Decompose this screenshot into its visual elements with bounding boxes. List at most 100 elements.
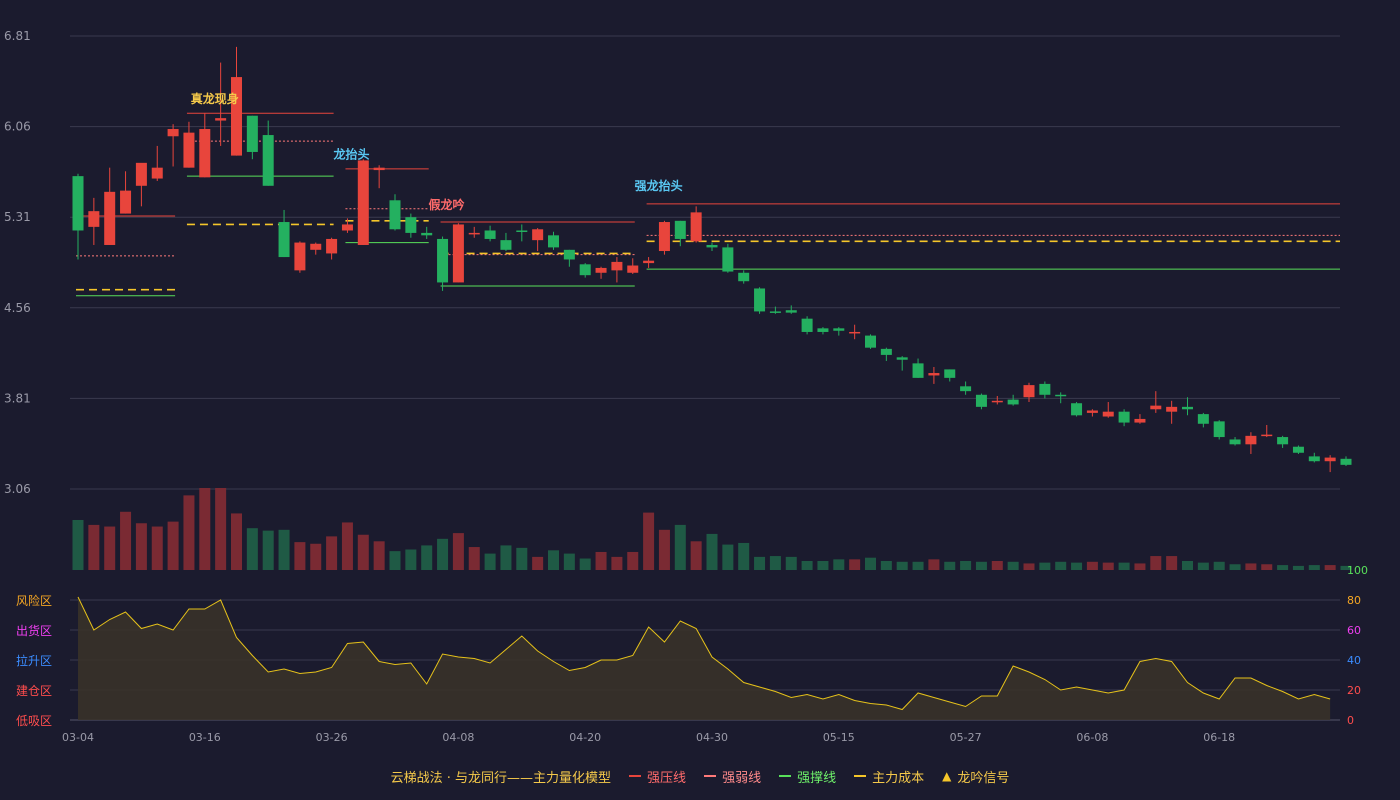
volume-bar bbox=[72, 519, 84, 570]
volume-bar bbox=[421, 545, 433, 570]
candle-body bbox=[801, 318, 813, 332]
volume-bar bbox=[1197, 562, 1209, 570]
legend-item-strong-support[interactable]: 强撑线 bbox=[779, 767, 836, 786]
volume-bar bbox=[452, 533, 464, 570]
volume-bar bbox=[104, 526, 116, 570]
volume-bar bbox=[1182, 560, 1193, 570]
candle-body bbox=[246, 115, 258, 152]
volume-bar bbox=[437, 538, 449, 570]
volume-bar bbox=[1086, 561, 1098, 570]
candle-body bbox=[1023, 385, 1035, 398]
candle-body bbox=[595, 267, 607, 273]
zone-label: 出货区 bbox=[16, 623, 52, 638]
volume-bar bbox=[579, 558, 591, 570]
candle-body bbox=[896, 357, 908, 360]
zone-label: 拉升区 bbox=[16, 653, 52, 668]
candle-body bbox=[1292, 446, 1304, 453]
candle-body bbox=[151, 167, 163, 179]
candle-body bbox=[183, 132, 195, 168]
legend-item-main-cost[interactable]: 主力成本 bbox=[854, 767, 924, 786]
volume-bar bbox=[1277, 565, 1289, 570]
candle-body bbox=[72, 176, 84, 231]
candlesticks bbox=[72, 46, 1352, 473]
zone-label: 低吸区 bbox=[16, 714, 52, 728]
volume-bar bbox=[674, 524, 686, 570]
date-label: 04-20 bbox=[569, 731, 601, 744]
volume-bar bbox=[500, 545, 512, 570]
legend-item-strong-weak[interactable]: 强弱线 bbox=[704, 767, 761, 786]
candle-body bbox=[1277, 437, 1289, 445]
candle-body bbox=[262, 135, 274, 186]
candle-body bbox=[1086, 410, 1098, 413]
price-grid bbox=[70, 35, 1340, 490]
price-axis-labels: 6.81 6.06 5.31 4.56 3.81 3.06 bbox=[4, 29, 31, 496]
legend-item-dragon-signal[interactable]: ▲ 龙吟信号 bbox=[942, 769, 1010, 786]
candle-body bbox=[357, 160, 369, 245]
candle-body bbox=[341, 224, 353, 231]
date-label: 05-27 bbox=[950, 731, 982, 744]
volume-bar bbox=[167, 521, 179, 570]
candle-body bbox=[310, 243, 322, 250]
candle-body bbox=[880, 348, 892, 355]
volume-bar bbox=[183, 495, 195, 570]
candle-body bbox=[738, 272, 750, 282]
solid-green-line-icon bbox=[779, 775, 792, 777]
candle-body bbox=[975, 394, 987, 407]
candle-body bbox=[294, 242, 306, 271]
dashed-yellow-line-icon bbox=[854, 775, 867, 777]
volume-bar bbox=[516, 547, 528, 570]
candle-body bbox=[1071, 403, 1083, 416]
candle-body bbox=[833, 328, 845, 331]
candle-body bbox=[658, 222, 670, 252]
date-label: 03-16 bbox=[189, 731, 221, 744]
volume-bar bbox=[991, 560, 1003, 570]
volume-bar bbox=[326, 536, 338, 570]
volume-bar bbox=[706, 533, 718, 570]
candle-body bbox=[1324, 457, 1336, 462]
volume-bar bbox=[880, 560, 892, 570]
volume-bar bbox=[135, 523, 147, 570]
zone-label: 风险区 bbox=[16, 593, 52, 608]
volume-bars bbox=[72, 488, 1352, 570]
volume-bar bbox=[643, 512, 655, 570]
volume-bar bbox=[944, 561, 956, 570]
dashed-pink-line-icon bbox=[704, 775, 717, 777]
volume-bar bbox=[1245, 563, 1257, 570]
candle-body bbox=[1166, 406, 1178, 412]
volume-bar bbox=[975, 561, 987, 570]
volume-bar bbox=[690, 541, 702, 570]
volume-bar bbox=[548, 550, 559, 570]
date-label: 03-04 bbox=[62, 731, 94, 744]
volume-bar bbox=[722, 544, 734, 570]
volume-bar bbox=[1150, 556, 1162, 570]
candle-body bbox=[1229, 439, 1241, 445]
volume-bar bbox=[785, 556, 797, 570]
date-label: 06-18 bbox=[1203, 731, 1235, 744]
volume-bar bbox=[865, 557, 876, 570]
candle-body bbox=[912, 363, 924, 378]
candle-body bbox=[611, 261, 623, 271]
candle-body bbox=[104, 191, 116, 245]
candle-body bbox=[785, 310, 797, 313]
candle-body bbox=[167, 129, 179, 137]
candle-body bbox=[231, 77, 242, 156]
legend-item-strong-pressure[interactable]: 强压线 bbox=[629, 767, 686, 786]
date-label: 05-15 bbox=[823, 731, 855, 744]
volume-bar bbox=[1213, 561, 1225, 570]
volume-bar bbox=[1071, 562, 1083, 570]
candle-body bbox=[1039, 383, 1051, 395]
candle-body bbox=[484, 230, 496, 239]
volume-bar bbox=[1023, 563, 1035, 570]
volume-bar bbox=[1007, 561, 1019, 570]
volume-bar bbox=[1308, 565, 1320, 570]
candle-body bbox=[817, 328, 829, 332]
candle-body bbox=[960, 386, 972, 392]
osc-tick-label: 40 bbox=[1347, 654, 1361, 667]
candle-body bbox=[88, 211, 100, 227]
candle-body bbox=[199, 129, 211, 178]
triangle-icon: ▲ bbox=[942, 769, 952, 783]
candle-body bbox=[643, 260, 655, 264]
volume-bar bbox=[738, 542, 750, 570]
candle-body bbox=[754, 288, 766, 312]
volume-bar bbox=[246, 528, 258, 570]
